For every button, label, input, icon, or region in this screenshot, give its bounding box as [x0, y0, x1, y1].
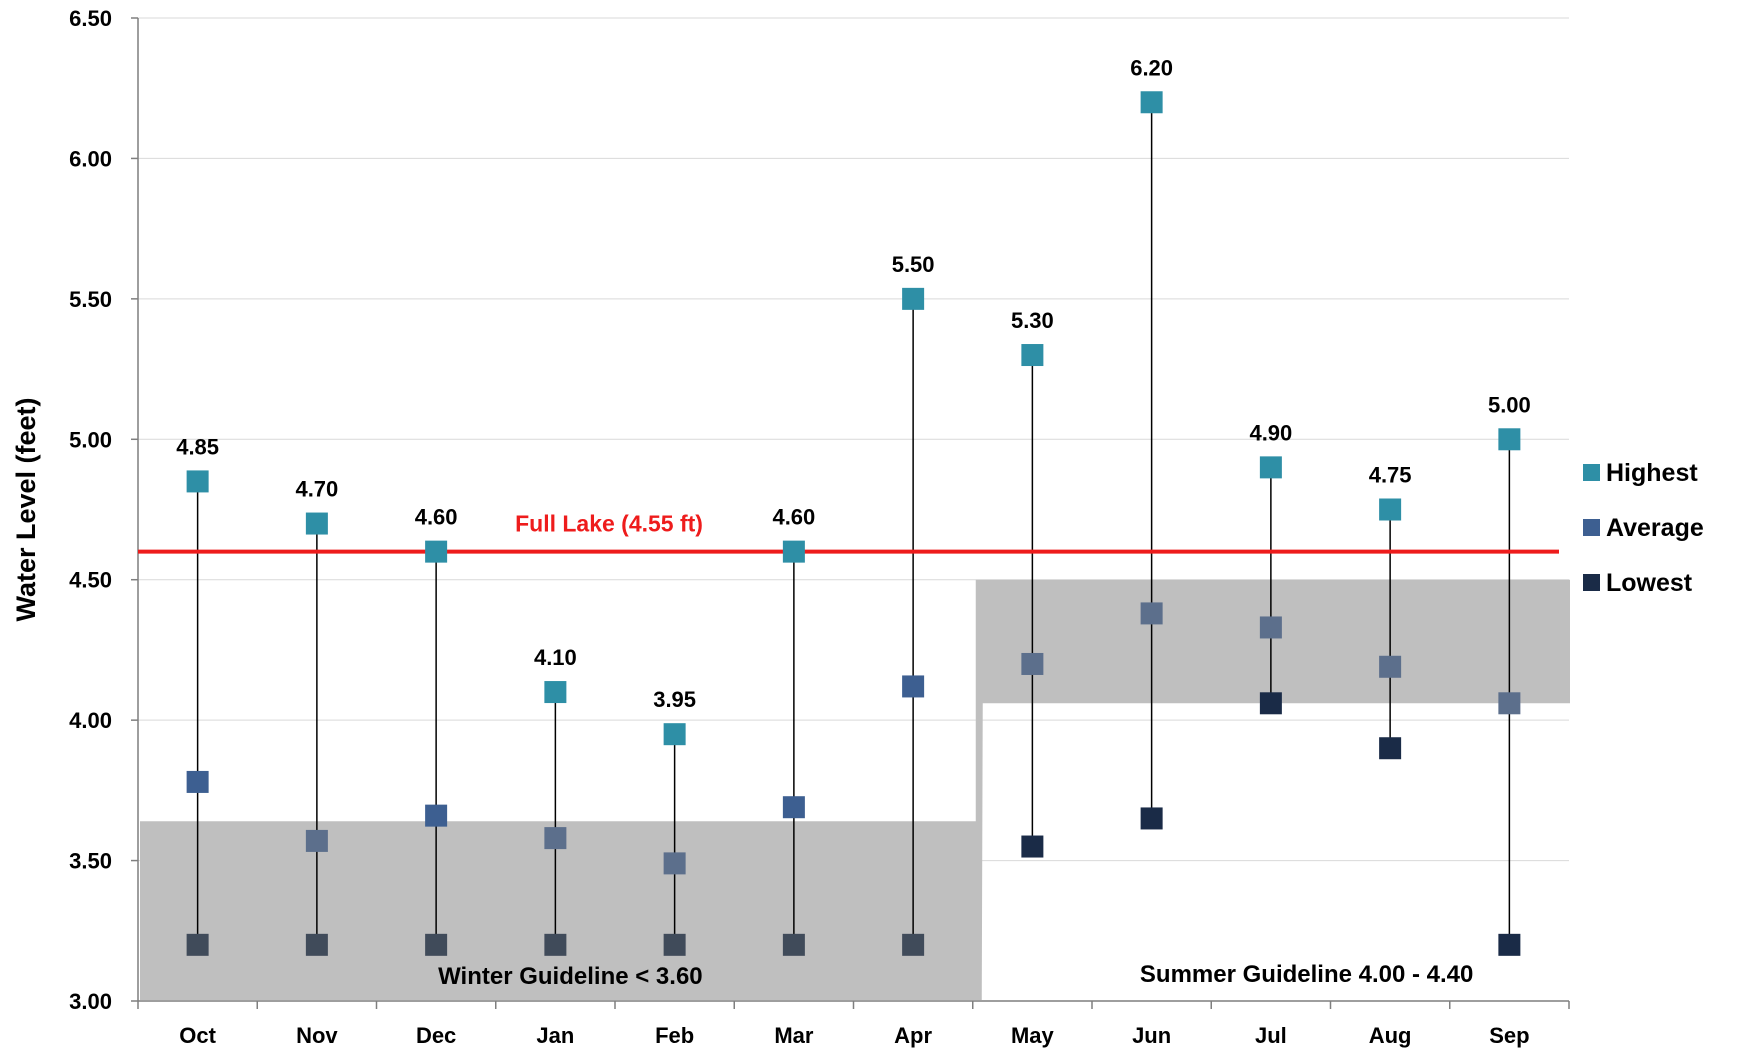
highest-marker: [1498, 428, 1521, 451]
highest-marker: [663, 723, 686, 746]
average-marker: [1140, 602, 1163, 625]
lowest-marker: [902, 933, 925, 956]
legend-swatch-lowest: [1583, 574, 1600, 591]
gridlines: [138, 17, 1569, 862]
range-lines: [196, 102, 1511, 945]
highest-marker: [544, 681, 567, 704]
highest-marker: [1259, 456, 1282, 479]
x-tick-label: Sep: [1489, 1023, 1529, 1048]
legend-swatch-highest: [1583, 464, 1600, 481]
highest-data-label: 5.00: [1488, 392, 1531, 417]
highest-data-label: 4.60: [772, 505, 815, 530]
legend-label-highest: Highest: [1606, 459, 1698, 487]
x-tick-label: Feb: [655, 1023, 694, 1048]
lowest-marker: [186, 933, 209, 956]
highest-marker: [1140, 91, 1163, 114]
x-tick-label: Nov: [296, 1023, 338, 1048]
average-marker: [1498, 692, 1521, 715]
highest-data-label: 3.95: [653, 687, 696, 712]
lowest-marker: [425, 933, 448, 956]
average-marker: [663, 852, 686, 875]
y-tick-label: 6.00: [69, 146, 112, 171]
x-tick-label: Apr: [894, 1023, 932, 1048]
y-tick-label: 5.50: [69, 287, 112, 312]
y-axis-title: Water Level (feet): [11, 397, 41, 621]
guideline-bands: Winter Guideline < 3.60 Summer Guideline …: [140, 579, 1570, 1000]
average-marker: [305, 829, 328, 852]
legend-swatch-average: [1583, 519, 1600, 536]
highest-data-label: 4.90: [1249, 420, 1292, 445]
lowest-marker: [1140, 807, 1163, 830]
data-labels: 4.85 4.70 4.60 4.10 3.95 4.60 5.50 5.30 6.20 4.90…: [176, 55, 1531, 712]
average-marker: [1259, 616, 1282, 639]
lowest-marker: [663, 933, 686, 956]
x-tick-label: Dec: [416, 1023, 456, 1048]
y-tick-label: 3.50: [69, 849, 112, 874]
data-markers: [186, 91, 1521, 956]
average-marker: [1021, 652, 1044, 675]
highest-data-label: 6.20: [1130, 55, 1173, 80]
highest-marker: [186, 470, 209, 493]
highest-marker: [425, 540, 448, 563]
y-tick-label: 3.00: [69, 989, 112, 1014]
lowest-marker: [1259, 692, 1282, 715]
lowest-marker: [1021, 835, 1044, 858]
highest-marker: [782, 540, 805, 563]
summer-guideline-label: Summer Guideline 4.00 - 4.40: [1140, 961, 1473, 988]
y-tick-label: 4.00: [69, 708, 112, 733]
guideline-band: [140, 579, 1570, 1000]
axes: 3.00 3.50 4.00 4.50 5.00 5.50 6.00 6.50 Oct Nov De…: [11, 6, 1570, 1048]
x-tick-label: Mar: [774, 1023, 814, 1048]
lowest-marker: [1498, 933, 1521, 956]
average-marker: [186, 770, 209, 793]
legend-label-lowest: Lowest: [1606, 569, 1693, 597]
lowest-marker: [544, 933, 567, 956]
highest-data-label: 4.60: [415, 505, 458, 530]
x-tick-label: Oct: [179, 1023, 216, 1048]
highest-data-label: 4.85: [176, 434, 219, 459]
y-tick-label: 6.50: [69, 6, 112, 31]
lowest-marker: [782, 933, 805, 956]
x-tick-label: May: [1011, 1023, 1055, 1048]
x-tick-label: Jun: [1132, 1023, 1171, 1048]
highest-marker: [1379, 498, 1402, 521]
highest-data-label: 4.75: [1369, 463, 1412, 488]
winter-guideline-label: Winter Guideline < 3.60: [438, 963, 703, 990]
y-tick-label: 5.00: [69, 427, 112, 452]
highest-data-label: 5.30: [1011, 308, 1054, 333]
x-tick-label: Aug: [1369, 1023, 1412, 1048]
highest-data-label: 4.10: [534, 645, 577, 670]
full-lake-reference: Full Lake (4.55 ft): [138, 511, 1559, 554]
legend-label-average: Average: [1606, 514, 1704, 542]
average-marker: [425, 804, 448, 827]
x-tick-label: Jan: [536, 1023, 574, 1048]
average-marker: [544, 827, 567, 850]
lowest-marker: [305, 933, 328, 956]
highest-marker: [902, 287, 925, 310]
lowest-marker: [1379, 737, 1402, 760]
y-tick-label: 4.50: [69, 568, 112, 593]
average-marker: [1379, 655, 1402, 678]
average-marker: [782, 796, 805, 819]
highest-marker: [1021, 344, 1044, 367]
highest-data-label: 4.70: [295, 477, 338, 502]
full-lake-label: Full Lake (4.55 ft): [515, 511, 703, 537]
average-marker: [902, 675, 925, 698]
legend: Highest Average Lowest: [1583, 459, 1704, 597]
highest-data-label: 5.50: [892, 252, 935, 277]
highest-marker: [305, 512, 328, 535]
x-tick-label: Jul: [1255, 1023, 1287, 1048]
